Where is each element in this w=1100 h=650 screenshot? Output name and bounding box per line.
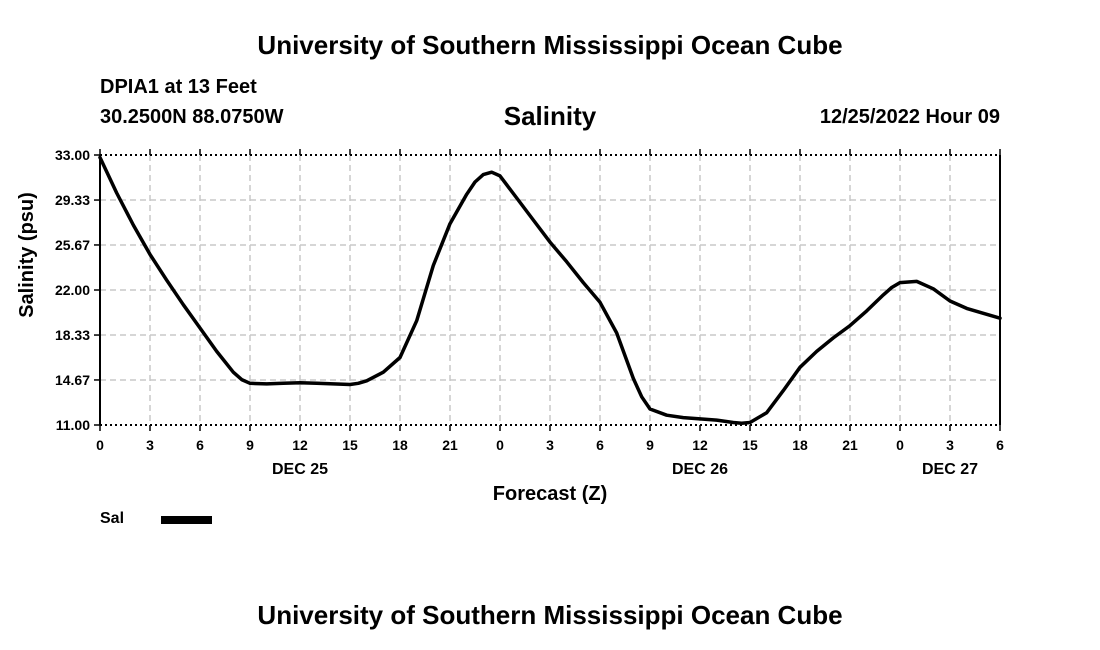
- x-tick-label: 21: [442, 437, 458, 453]
- date-label: DEC 25: [272, 461, 328, 478]
- series-line-sal: [98, 155, 1002, 425]
- x-tick-label: 0: [96, 437, 104, 453]
- x-tick-label: 6: [596, 437, 604, 453]
- x-tick-label: 18: [392, 437, 408, 453]
- x-tick-label: 18: [792, 437, 808, 453]
- legend-label: Sal: [100, 510, 125, 527]
- series-layer: [98, 155, 1002, 425]
- page-title: University of Southern Mississippi Ocean…: [257, 30, 843, 60]
- x-tick-label: 6: [996, 437, 1004, 453]
- grid-layer: [100, 155, 1000, 425]
- y-tick-label: 18.33: [55, 327, 90, 343]
- y-tick-label: 33.00: [55, 147, 90, 163]
- forecast-datetime: 12/25/2022 Hour 09: [819, 106, 1000, 128]
- y-tick-label: 22.00: [55, 282, 90, 298]
- x-tick-label: 9: [646, 437, 654, 453]
- footer-title: University of Southern Mississippi Ocean…: [257, 600, 843, 630]
- x-tick-label: 6: [196, 437, 204, 453]
- axis-layer: 11.00 14.67 18.33 22.00 25.67 29.33 33.00 0 3 6 9 1…: [55, 147, 1004, 478]
- y-axis-label: Salinity (psu): [16, 192, 38, 318]
- x-tick-label: 21: [842, 437, 858, 453]
- y-tick-label: 25.67: [55, 237, 90, 253]
- date-label: DEC 26: [672, 461, 728, 478]
- x-tick-label: 15: [342, 437, 358, 453]
- x-tick-label: 3: [546, 437, 554, 453]
- y-tick-label: 29.33: [55, 192, 90, 208]
- x-tick-label: 12: [692, 437, 708, 453]
- coordinates-label: 30.2500N 88.0750W: [100, 106, 284, 128]
- chart-title: Salinity: [503, 101, 597, 131]
- date-label: DEC 27: [922, 461, 978, 478]
- station-label: DPIA1 at 13 Feet: [100, 76, 257, 98]
- y-tick-label: 11.00: [56, 417, 90, 433]
- x-tick-label: 9: [246, 437, 254, 453]
- x-tick-label: 15: [742, 437, 758, 453]
- x-axis-label: Forecast (Z): [493, 483, 607, 505]
- x-tick-label: 0: [496, 437, 504, 453]
- x-tick-label: 12: [292, 437, 308, 453]
- legend-swatch: [161, 516, 212, 524]
- x-tick-label: 3: [946, 437, 954, 453]
- x-tick-label: 0: [896, 437, 904, 453]
- x-tick-label: 3: [146, 437, 154, 453]
- y-tick-label: 14.67: [55, 372, 90, 388]
